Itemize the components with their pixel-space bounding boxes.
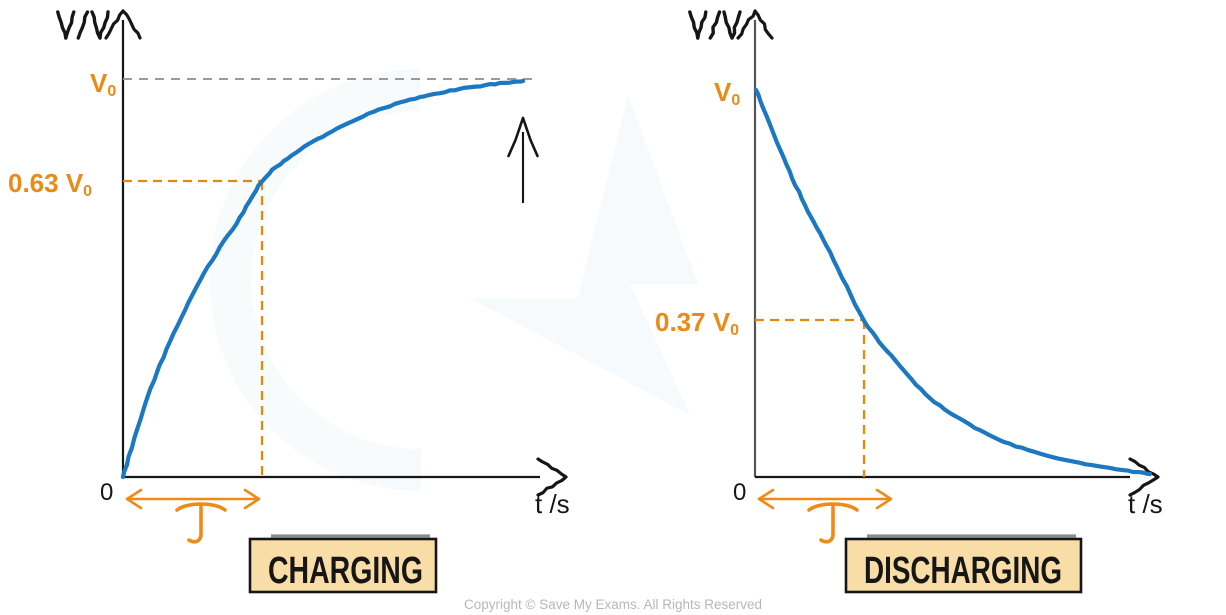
svg-text:t /s: t /s (535, 489, 570, 519)
svg-text:0: 0 (100, 479, 113, 506)
svg-text:V0: V0 (714, 77, 740, 109)
svg-text:0: 0 (733, 479, 746, 506)
svg-text:t /s: t /s (1128, 489, 1163, 519)
svg-text:V0: V0 (90, 68, 116, 100)
svg-text:Copyright © Save My Exams. All: Copyright © Save My Exams. All Rights Re… (464, 597, 762, 612)
svg-text:CHARGING: CHARGING (268, 550, 423, 592)
svg-text:0.37 V0: 0.37 V0 (655, 307, 739, 339)
svg-text:DISCHARGING: DISCHARGING (864, 550, 1062, 592)
svg-text:0.63 V0: 0.63 V0 (8, 168, 92, 200)
